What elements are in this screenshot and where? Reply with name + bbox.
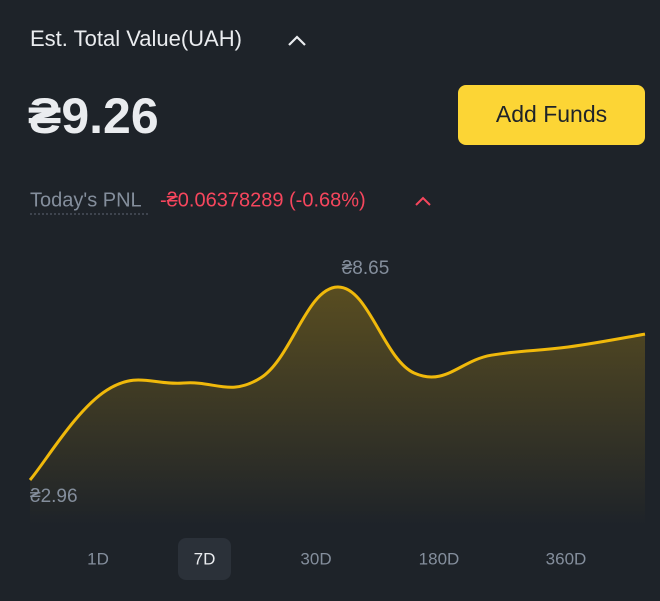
collapse-icon[interactable]: [288, 35, 306, 46]
period-tab[interactable]: 1D: [87, 549, 109, 568]
value-label: ₴8.65: [342, 258, 390, 279]
period-tab[interactable]: 7D: [194, 549, 216, 568]
add-funds-button[interactable]: [458, 85, 645, 145]
pnl-label[interactable]: Today's PNL: [30, 189, 142, 211]
line: [28, 285, 646, 481]
chart: ₴2.96 ₴8.65: [28, 258, 646, 525]
value-label: ₴2.96: [30, 486, 78, 507]
period-tab[interactable]: 360D: [546, 549, 587, 568]
balance: ₴9.26: [28, 88, 159, 144]
title: Est. Total Value(UAH): [30, 26, 242, 51]
pnl-value: -₴0.06378289 (-0.68%): [160, 189, 366, 211]
selected-tab-bg: [178, 538, 231, 580]
pnl-icon[interactable]: [415, 196, 431, 206]
add-funds-label[interactable]: Add Funds: [496, 101, 607, 127]
period-tabs: 1D 7D 30D 180D 360D: [87, 549, 586, 568]
period-tab[interactable]: 30D: [300, 549, 331, 568]
line-area: [30, 286, 645, 525]
period-tab[interactable]: 180D: [419, 549, 460, 568]
